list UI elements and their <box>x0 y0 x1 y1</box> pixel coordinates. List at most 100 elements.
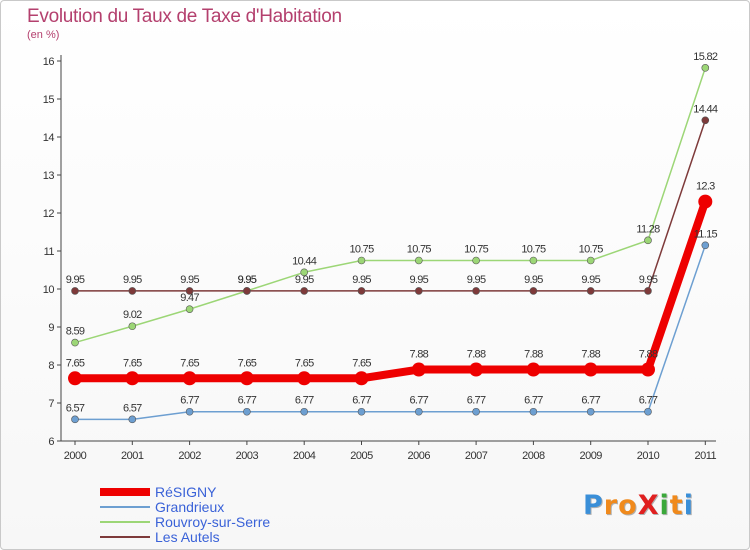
data-label: 6.77 <box>409 395 428 407</box>
data-point <box>68 371 82 386</box>
data-point <box>472 256 480 265</box>
data-point <box>411 362 426 377</box>
data-point <box>701 116 710 125</box>
data-point <box>472 287 480 295</box>
data-label: 6.57 <box>66 402 85 414</box>
data-point <box>701 64 710 72</box>
data-label: 9.95 <box>295 274 314 286</box>
data-label: 9.95 <box>123 274 142 286</box>
data-label: 6.77 <box>581 395 600 407</box>
data-point <box>414 287 423 295</box>
chart-title: Evolution du Taux de Taxe d'Habitation <box>27 6 342 27</box>
data-label: 7.88 <box>639 349 658 361</box>
data-label: 9.95 <box>581 274 600 286</box>
legend-swatch <box>100 488 150 496</box>
proxiti-logo: ProXiti <box>583 490 694 521</box>
data-label: 10.75 <box>349 244 374 256</box>
x-tick-label: 2001 <box>121 450 144 462</box>
data-point <box>357 407 366 416</box>
y-tick-label: 8 <box>48 360 54 372</box>
data-label: 7.88 <box>524 349 543 361</box>
data-label: 7.65 <box>66 357 85 369</box>
legend-label: Grandrieux <box>155 499 225 515</box>
data-label: 8.59 <box>66 326 85 338</box>
data-label: 6.57 <box>123 402 142 414</box>
data-point <box>529 256 538 265</box>
data-point <box>128 415 137 424</box>
data-point <box>583 362 598 377</box>
data-label: 6.77 <box>524 395 543 407</box>
data-point <box>586 287 595 295</box>
data-label: 9.95 <box>467 274 486 286</box>
data-point <box>182 371 197 386</box>
data-point <box>71 287 79 295</box>
data-label: 9.95 <box>238 274 257 286</box>
data-point <box>586 256 595 265</box>
data-label: 9.95 <box>524 274 543 286</box>
y-tick-label: 7 <box>48 398 54 410</box>
data-point <box>644 287 652 295</box>
data-label: 7.88 <box>467 349 486 361</box>
legend-swatch <box>100 521 150 523</box>
x-tick-label: 2007 <box>465 450 488 462</box>
x-tick-label: 2008 <box>522 450 545 462</box>
data-label: 6.77 <box>180 395 199 407</box>
data-label: 9.95 <box>238 274 257 286</box>
data-point <box>125 371 140 386</box>
series-line-1 <box>74 244 707 421</box>
x-tick-label: 2011 <box>694 450 716 462</box>
x-tick-label: 2010 <box>637 450 660 462</box>
data-label: 15.82 <box>693 51 718 63</box>
y-tick-label: 11 <box>44 246 55 258</box>
legend-swatch <box>100 506 150 508</box>
data-point <box>297 371 312 386</box>
data-point <box>128 322 137 331</box>
data-label: 9.95 <box>409 274 428 286</box>
data-label: 9.02 <box>123 309 142 321</box>
y-tick-label: 15 <box>43 94 55 106</box>
data-point <box>354 371 369 386</box>
data-point <box>357 287 366 295</box>
legend-swatch <box>100 536 150 538</box>
data-label: 10.44 <box>292 255 317 267</box>
data-label: 9.95 <box>66 274 85 286</box>
legend-item: RéSIGNY <box>100 484 216 500</box>
x-tick-label: 2003 <box>236 450 259 462</box>
data-point <box>300 287 309 295</box>
data-label: 9.95 <box>180 274 199 286</box>
data-point <box>71 338 79 347</box>
data-point <box>526 362 541 377</box>
data-label: 6.77 <box>238 395 257 407</box>
data-label: 7.65 <box>123 357 142 369</box>
data-label: 6.77 <box>467 395 486 407</box>
data-label: 7.88 <box>409 349 428 361</box>
data-point <box>644 236 652 245</box>
data-point <box>641 362 655 377</box>
data-label: 9.95 <box>352 274 371 286</box>
data-label: 9.47 <box>180 292 199 304</box>
data-label: 7.65 <box>352 357 371 369</box>
legend-label: Rouvroy-sur-Serre <box>155 514 271 530</box>
data-label: 12.3 <box>696 181 715 193</box>
legend-item: Rouvroy-sur-Serre <box>100 514 271 530</box>
x-tick-label: 2009 <box>579 450 602 462</box>
data-label: 14.44 <box>693 103 718 115</box>
data-label: 7.65 <box>238 357 257 369</box>
data-label: 10.75 <box>464 244 489 256</box>
data-label: 6.77 <box>352 395 371 407</box>
series-line-3 <box>74 119 707 292</box>
data-label: 6.77 <box>639 395 658 407</box>
data-point <box>701 241 710 250</box>
series-line-0 <box>71 197 710 383</box>
data-point <box>644 407 652 416</box>
data-point <box>472 407 480 416</box>
data-label: 7.65 <box>180 357 199 369</box>
data-point <box>239 371 254 386</box>
data-point <box>128 287 137 295</box>
data-point <box>243 407 251 416</box>
data-label: 11.28 <box>636 223 660 235</box>
data-label: 10.75 <box>521 244 546 256</box>
y-axis-unit: (en %) <box>27 29 60 41</box>
